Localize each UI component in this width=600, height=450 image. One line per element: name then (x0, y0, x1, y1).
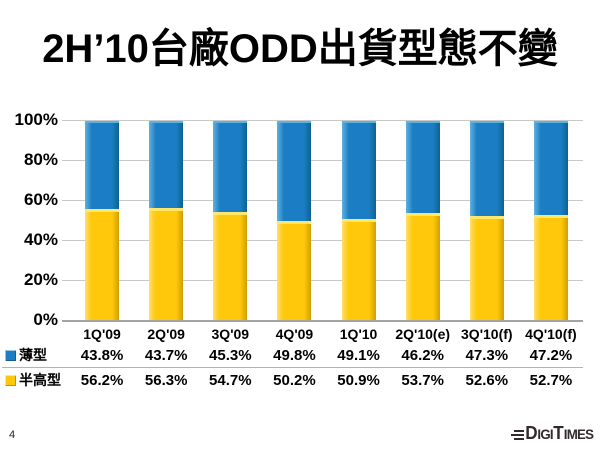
legend-table-row: 半高型 56.2% 56.3% 54.7% 50.2% 50.9% 53.7% 52.6% 52… (2, 368, 583, 392)
logo-text-imes: IMES (563, 425, 594, 442)
table-value-cell: 49.1% (337, 346, 380, 364)
bar-segment-half-height (533, 215, 568, 321)
bar-slot (519, 121, 583, 321)
digitimes-logo: D IGI T IMES (510, 423, 594, 444)
x-tick-label: 3Q'09 (211, 326, 250, 342)
bar-slot (70, 121, 134, 321)
slide-title: 2H’10台廠ODD出貨型態不變 (42, 27, 558, 71)
table-value-cell: 56.3% (144, 371, 188, 389)
bar-segment-thin (341, 121, 376, 220)
y-axis-labels: 0% 20% 40% 60% 80% 100% (0, 110, 58, 329)
table-value-cell: 47.3% (465, 346, 509, 364)
logo-speed-lines-icon (510, 429, 524, 440)
stacked-bar (213, 121, 248, 321)
logo-text-d: D (524, 423, 537, 443)
x-tick-label: 4Q'09 (275, 326, 314, 342)
bar-segment-thin (405, 121, 440, 214)
legend-cell: 薄型 (2, 345, 70, 365)
bar-segment-thin (85, 121, 120, 209)
gridline (62, 200, 583, 201)
logo-text-igi: IGI (537, 425, 553, 442)
table-value-cell: 52.7% (529, 371, 573, 389)
bar-slot (327, 121, 391, 321)
legend-table-row: 薄型 43.8% 43.7% 45.3% 49.8% 49.1% 46.2% 47.3% 47.… (2, 343, 583, 368)
table-value-cell: 46.2% (401, 346, 444, 364)
x-tick-label: 1Q'10 (339, 326, 378, 342)
bar-segment-thin (277, 121, 312, 221)
gridline (62, 120, 583, 121)
gridline (62, 160, 583, 161)
gridline (62, 280, 583, 281)
legend-label: 半高型 (19, 372, 61, 388)
legend-swatch-half-height (5, 374, 16, 386)
table-value-cell: 45.3% (209, 346, 252, 364)
x-tick-label: 1Q'09 (83, 326, 121, 342)
bar-segment-half-height (469, 215, 504, 321)
legend-cell: 半高型 (2, 370, 70, 390)
table-value-cell: 43.8% (80, 346, 124, 364)
table-value-cell: 50.9% (337, 371, 380, 389)
table-value-cell: 56.2% (80, 371, 124, 389)
x-axis-labels: 1Q'09 2Q'09 3Q'09 4Q'09 1Q'10 2Q'10(e) 3Q'10(f… (70, 326, 583, 342)
bar-slot (455, 121, 519, 321)
bar-segment-half-height (277, 220, 312, 321)
x-axis-line (62, 320, 583, 322)
stacked-bar (341, 121, 376, 321)
bar-segment-half-height (149, 208, 184, 321)
y-tick-label: 40% (23, 230, 58, 249)
bar-slot (391, 121, 455, 321)
stacked-bar (277, 121, 312, 321)
stacked-bar (405, 121, 440, 321)
x-tick-label: 3Q'10(f) (461, 326, 513, 342)
bar-segment-thin (213, 121, 248, 212)
legend-label: 薄型 (19, 347, 47, 363)
x-tick-label: 2Q'09 (147, 326, 185, 342)
y-tick-label: 60% (23, 190, 58, 209)
bar-segment-half-height (213, 211, 248, 321)
bar-segment-thin (533, 121, 568, 216)
y-tick-label: 80% (23, 150, 58, 169)
page-number: 4 (9, 429, 16, 441)
bars (70, 121, 583, 321)
stacked-bar (469, 121, 504, 321)
table-value-cell: 43.7% (144, 346, 188, 364)
stacked-bar (85, 121, 120, 321)
plot-area (62, 120, 583, 322)
bar-segment-thin (469, 121, 504, 216)
bar-slot (262, 121, 326, 321)
gridline (62, 240, 583, 241)
bar-segment-thin (149, 121, 184, 209)
table-value-cell: 52.6% (465, 371, 509, 389)
bar-segment-half-height (85, 208, 120, 321)
table-value-cell: 50.2% (273, 371, 316, 389)
y-tick-label: 0% (33, 310, 58, 329)
bar-segment-half-height (341, 219, 376, 321)
stacked-bar (149, 121, 184, 321)
bar-slot (198, 121, 262, 321)
table-value-cell: 47.2% (529, 346, 573, 364)
bar-slot (134, 121, 198, 321)
table-value-cell: 54.7% (209, 371, 252, 389)
y-tick-label: 100% (14, 110, 58, 129)
legend-table: 薄型 43.8% 43.7% 45.3% 49.8% 49.1% 46.2% 47.3% 47.… (2, 343, 583, 392)
y-tick-label: 20% (23, 270, 58, 289)
table-value-cell: 49.8% (273, 346, 316, 364)
x-tick-label: 2Q'10(e) (395, 326, 451, 342)
x-tick-label: 4Q'10(f) (525, 326, 577, 342)
stacked-bar (533, 121, 568, 321)
legend-swatch-thin (5, 349, 16, 361)
table-value-cell: 53.7% (401, 371, 444, 389)
bar-segment-half-height (405, 213, 440, 321)
logo-text-t: T (553, 423, 563, 443)
